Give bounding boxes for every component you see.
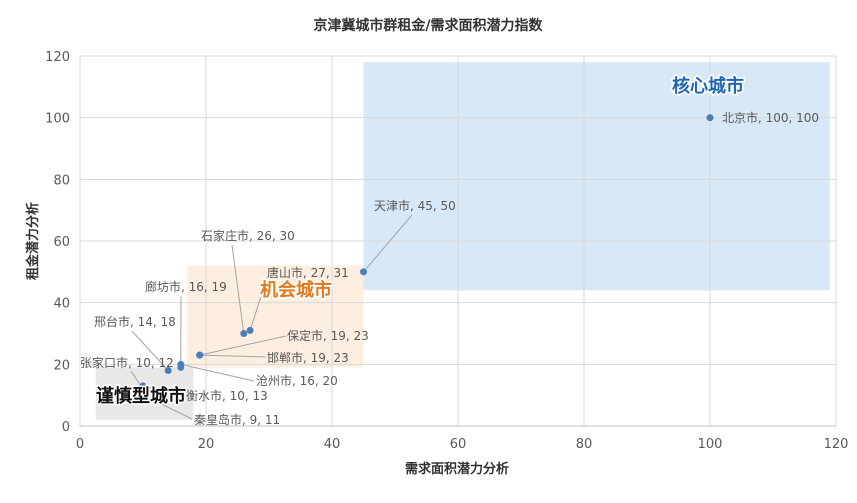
y-tick-label: 100 — [45, 112, 70, 127]
x-tick-label: 80 — [576, 437, 593, 452]
data-point — [164, 367, 172, 374]
y-tick-label: 120 — [45, 50, 70, 65]
data-point — [177, 360, 185, 368]
zone-3-title: 谨慎型城市 — [96, 385, 186, 407]
leader-line — [199, 354, 267, 358]
chart-title: 京津冀城市群租金/需求面积潜力指数 — [313, 17, 543, 34]
label-layer: 北京市, 100, 100 天津市, 45, 50 石家庄市, 26, 30 唐山市,… — [80, 110, 819, 427]
x-axis-title: 需求面积潜力分析 — [405, 461, 509, 477]
data-point — [246, 326, 254, 334]
data-label: 秦皇岛市, 9, 11 — [194, 412, 280, 427]
x-tick-label: 40 — [324, 437, 341, 452]
y-tick-label: 20 — [53, 358, 70, 373]
point-layer — [133, 114, 714, 396]
leader-line — [131, 330, 169, 371]
zone-2-area — [187, 265, 364, 368]
x-tick-label: 120 — [824, 437, 849, 452]
data-label: 北京市, 100, 100 — [722, 110, 819, 125]
data-point — [240, 330, 248, 337]
data-point — [706, 114, 714, 122]
data-point — [139, 382, 147, 390]
data-label: 张家口市, 10, 12 — [80, 355, 174, 370]
data-point — [133, 388, 141, 396]
y-tick-label: 80 — [53, 173, 70, 188]
y-tick-label: 40 — [53, 297, 70, 312]
x-tick-label: 0 — [76, 437, 84, 452]
leader-line — [142, 385, 186, 396]
data-label: 衡水市, 10, 13 — [186, 388, 268, 403]
tick-layer: 0 20 40 60 80 100 120 0 20 40 60 80 100 120 — [45, 50, 848, 452]
x-tick-label: 60 — [450, 437, 467, 452]
zone-layer — [95, 62, 830, 420]
data-label: 石家庄市, 26, 30 — [201, 228, 295, 243]
leader-line — [180, 363, 255, 382]
y-axis-title: 租金潜力分析 — [25, 202, 41, 280]
leader-line — [136, 391, 193, 420]
zone-1-title: 核心城市 — [672, 75, 744, 97]
data-label: 廊坊市, 16, 19 — [145, 279, 227, 294]
data-label: 天津市, 45, 50 — [374, 198, 456, 213]
leader-line — [249, 280, 267, 331]
data-label: 沧州市, 16, 20 — [256, 373, 338, 388]
data-label: 邢台市, 14, 18 — [94, 314, 176, 329]
y-tick-label: 60 — [53, 235, 70, 250]
zone-2-title: 机会城市 — [260, 279, 332, 301]
x-tick-label: 100 — [698, 437, 723, 452]
data-label: 邯郸市, 19, 23 — [267, 350, 349, 365]
data-point — [360, 268, 367, 276]
leader-line — [363, 214, 413, 273]
leader-line — [199, 335, 287, 356]
leader-line-layer — [130, 214, 413, 420]
zone-1-area — [363, 62, 830, 291]
data-label: 唐山市, 27, 31 — [267, 265, 349, 280]
data-label: 保定市, 19, 23 — [287, 328, 369, 343]
x-tick-label: 20 — [198, 437, 215, 452]
y-tick-label: 0 — [62, 420, 70, 435]
leader-line — [231, 244, 245, 334]
data-point — [196, 351, 204, 359]
